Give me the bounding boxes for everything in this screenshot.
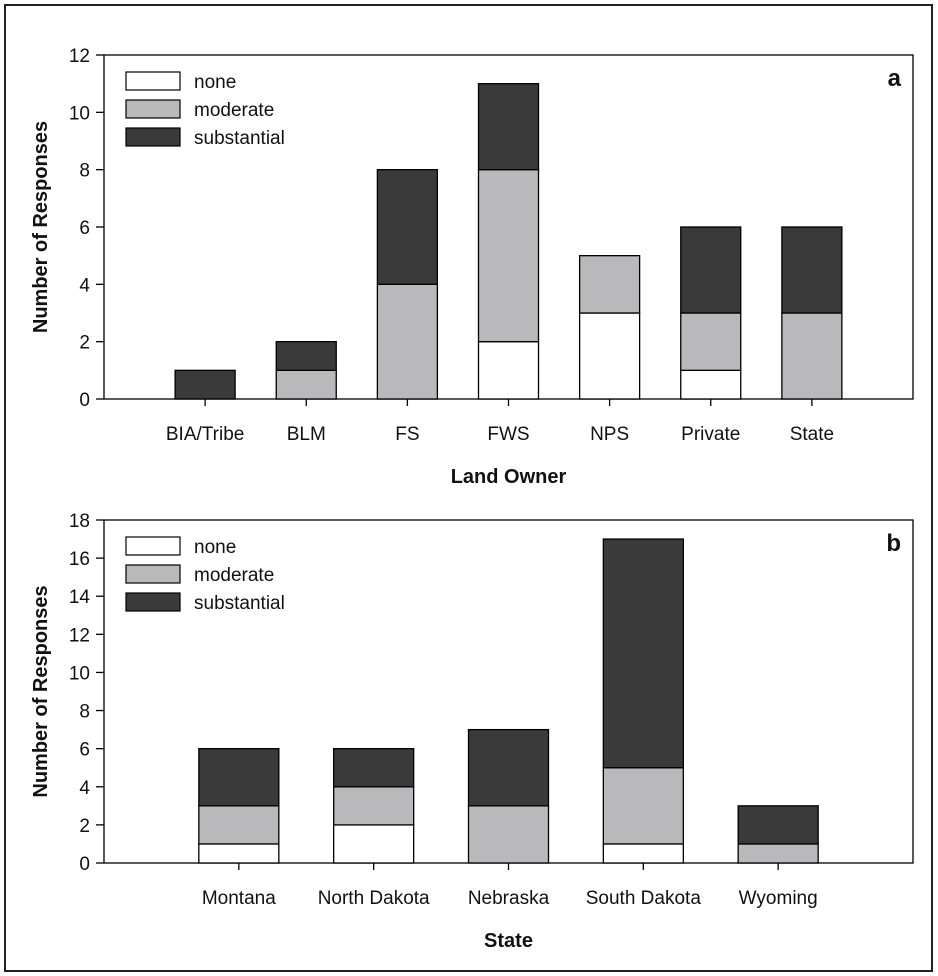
x-tick-label: South Dakota xyxy=(586,888,702,909)
y-tick-label: 2 xyxy=(79,333,90,354)
legend-swatch-none xyxy=(125,71,181,91)
x-tick-label: Montana xyxy=(202,888,276,909)
y-tick-label: 0 xyxy=(79,390,90,411)
y-axis-title: Number of Responses xyxy=(30,121,52,333)
legend-label-none: none xyxy=(194,72,236,93)
legend-label-moderate: moderate xyxy=(194,565,274,586)
y-tick-label: 8 xyxy=(79,702,90,723)
y-tick-label: 12 xyxy=(69,625,90,646)
legend: none moderate substantial xyxy=(125,71,285,149)
bar-none xyxy=(477,341,540,400)
bar-moderate xyxy=(275,369,337,400)
bar-substantial xyxy=(198,748,280,807)
y-tick-label: 8 xyxy=(79,161,90,182)
panel-label: a xyxy=(888,65,902,92)
legend-swatch-moderate xyxy=(125,99,181,119)
x-tick-label: Nebraska xyxy=(468,888,550,909)
legend: none moderate substantial xyxy=(125,536,285,614)
x-axis-title: Land Owner xyxy=(451,466,567,488)
x-tick-label: Wyoming xyxy=(739,888,818,909)
y-tick-label: 4 xyxy=(79,275,90,296)
x-tick-label: State xyxy=(790,424,834,445)
legend-swatch-substantial xyxy=(125,127,181,147)
legend-swatch-moderate xyxy=(125,564,181,584)
y-tick-label: 2 xyxy=(79,816,90,837)
y-tick-label: 14 xyxy=(69,587,91,608)
y-tick-label: 6 xyxy=(79,218,90,239)
bar-none xyxy=(602,843,684,864)
bar-substantial xyxy=(467,728,550,807)
legend-swatch-substantial xyxy=(125,592,181,612)
y-tick-label: 18 xyxy=(69,511,90,532)
bar-substantial xyxy=(602,538,684,769)
bar-moderate xyxy=(781,312,843,400)
y-tick-label: 6 xyxy=(79,740,90,761)
legend-label-moderate: moderate xyxy=(194,100,274,121)
panel-label: b xyxy=(886,530,901,557)
panel-a-chart: 0 2 4 6 8 10 12 BIA/Tribe BLM FS FWS NPS Private Stat… xyxy=(30,46,914,488)
bar-moderate xyxy=(467,805,550,864)
bar-moderate xyxy=(737,843,819,864)
y-axis-title: Number of Responses xyxy=(30,585,52,797)
x-tick-label: FWS xyxy=(487,424,529,445)
bar-moderate xyxy=(602,767,684,845)
bar-substantial xyxy=(376,169,439,285)
bar-substantial xyxy=(275,341,337,371)
bar-none xyxy=(333,824,415,864)
bar-none xyxy=(680,369,742,400)
x-tick-label: FS xyxy=(395,424,419,445)
bar-moderate xyxy=(680,312,742,371)
x-tick-label: NPS xyxy=(590,424,629,445)
bar-substantial xyxy=(333,748,415,788)
bar-substantial xyxy=(781,226,843,314)
y-tick-label: 0 xyxy=(79,854,90,875)
bar-moderate xyxy=(333,786,415,826)
bar-none xyxy=(198,843,280,864)
bar-none xyxy=(578,312,641,400)
bar-moderate xyxy=(578,255,641,314)
bar-substantial xyxy=(477,83,540,171)
x-axis-title: State xyxy=(484,930,533,952)
bar-substantial xyxy=(737,805,819,845)
panel-b-chart: 0 2 4 6 8 10 12 14 16 18 Montana North Dakota Nebras… xyxy=(30,511,914,952)
bar-moderate xyxy=(477,169,540,343)
bar-substantial xyxy=(174,369,236,400)
legend-label-none: none xyxy=(194,537,236,558)
y-tick-label: 4 xyxy=(79,778,90,799)
bar-moderate xyxy=(376,283,439,400)
bar-substantial xyxy=(680,226,742,314)
y-tick-label: 16 xyxy=(69,549,90,570)
legend-label-substantial: substantial xyxy=(194,593,285,614)
legend-swatch-none xyxy=(125,536,181,556)
x-tick-label: BLM xyxy=(287,424,326,445)
x-tick-label: Private xyxy=(681,424,740,445)
x-tick-label: North Dakota xyxy=(318,888,430,909)
y-tick-label: 10 xyxy=(69,663,90,684)
x-tick-label: BIA/Tribe xyxy=(166,424,245,445)
bar-moderate xyxy=(198,805,280,845)
y-tick-label: 10 xyxy=(69,103,90,124)
legend-label-substantial: substantial xyxy=(194,128,285,149)
y-tick-label: 12 xyxy=(69,46,90,67)
